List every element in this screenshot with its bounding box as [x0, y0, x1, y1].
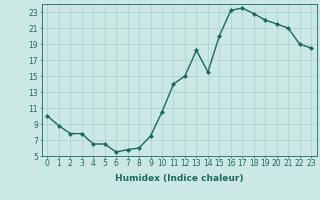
X-axis label: Humidex (Indice chaleur): Humidex (Indice chaleur) [115, 174, 244, 183]
